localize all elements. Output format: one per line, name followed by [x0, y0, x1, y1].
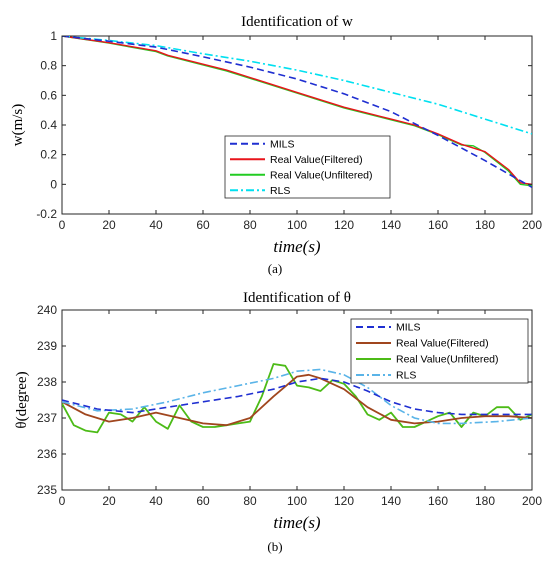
x-tick-label: 160 — [428, 218, 448, 232]
y-tick-label: 1 — [50, 29, 57, 43]
x-tick-label: 100 — [287, 494, 307, 508]
legend-label: Real Value(Filtered) — [396, 338, 489, 350]
y-tick-label: 0.4 — [40, 118, 57, 132]
legend-label: RLS — [270, 185, 290, 197]
chart-title: Identification of θ — [243, 290, 351, 306]
x-tick-label: 160 — [428, 494, 448, 508]
y-tick-label: 236 — [37, 447, 57, 461]
x-tick-label: 120 — [334, 218, 354, 232]
y-tick-label: 239 — [37, 339, 57, 353]
x-axis-label: time(s) — [273, 237, 321, 256]
y-tick-label: -0.2 — [36, 207, 57, 221]
x-tick-label: 180 — [475, 494, 495, 508]
legend-label: RLS — [396, 370, 416, 382]
figure-caption: (a) — [268, 261, 282, 276]
x-tick-label: 60 — [196, 218, 210, 232]
series-line-real-value-filtered — [62, 373, 532, 427]
x-tick-label: 0 — [59, 218, 66, 232]
y-tick-label: 235 — [37, 483, 57, 497]
legend-label: Real Value(Unfiltered) — [396, 354, 499, 366]
series-line-rls — [62, 368, 532, 425]
x-tick-label: 40 — [149, 494, 163, 508]
chart-title: Identification of w — [241, 14, 353, 30]
x-tick-label: 80 — [243, 494, 257, 508]
y-tick-label: 0.6 — [40, 88, 57, 102]
x-tick-label: 120 — [334, 494, 354, 508]
chart-theta: Identification of θ 0 20 40 60 80 100 120 140 16… — [14, 290, 542, 554]
legend-box — [350, 318, 529, 384]
legend: MILS Real Value(Filtered) Real Value(Unfil… — [224, 135, 391, 199]
x-tick-label: 80 — [243, 218, 257, 232]
y-tick-label: 240 — [37, 303, 57, 317]
x-tick-label: 180 — [475, 218, 495, 232]
y-tick-label: 237 — [37, 411, 57, 425]
legend: MILS Real Value(Filtered) Real Value(Unfil… — [350, 318, 529, 384]
y-axis-label: w(m/s) — [10, 104, 26, 147]
y-tick-label: 0.2 — [40, 148, 57, 162]
x-tick-label: 20 — [102, 218, 116, 232]
y-tick-label: 238 — [37, 375, 57, 389]
series-line-real-value-filtered — [62, 36, 532, 185]
x-tick-label: 0 — [59, 494, 66, 508]
x-tick-label: 200 — [522, 494, 542, 508]
legend-label: Real Value(Unfiltered) — [270, 169, 373, 181]
x-tick-label: 40 — [149, 218, 163, 232]
x-tick-label: 20 — [102, 494, 116, 508]
chart-w: Identification of w 0 20 40 60 80 100 120 140 16… — [10, 14, 542, 276]
series-line-mils — [62, 36, 532, 188]
legend-label: MILS — [270, 138, 295, 150]
x-tick-label: 200 — [522, 218, 542, 232]
x-tick-label: 140 — [381, 494, 401, 508]
y-tick-label: 0 — [50, 177, 57, 191]
x-tick-label: 100 — [287, 218, 307, 232]
x-axis-label: time(s) — [273, 513, 321, 532]
x-tick-label: 140 — [381, 218, 401, 232]
y-axis-label: θ(degree) — [14, 371, 30, 428]
y-tick-label: 0.8 — [40, 59, 57, 73]
legend-label: MILS — [396, 322, 421, 334]
figure-caption: (b) — [267, 539, 282, 554]
legend-box — [224, 135, 391, 199]
x-tick-label: 60 — [196, 494, 210, 508]
legend-label: Real Value(Filtered) — [270, 154, 363, 166]
